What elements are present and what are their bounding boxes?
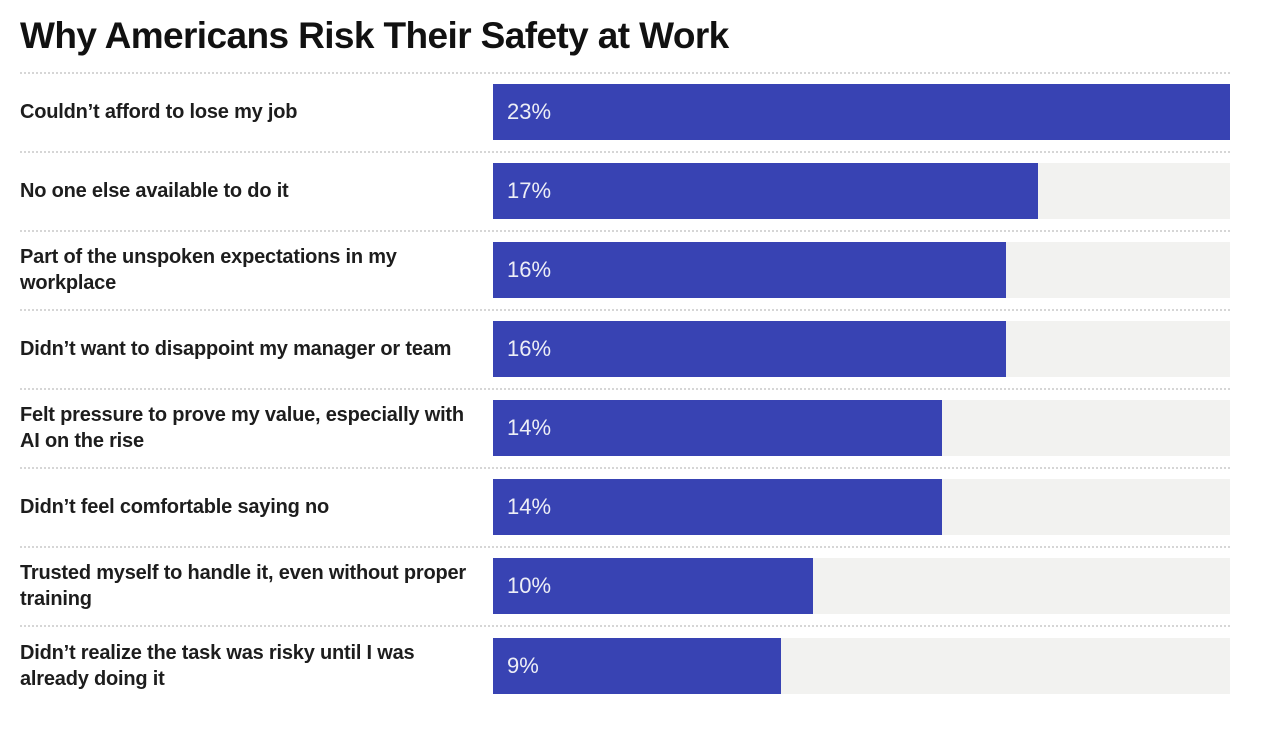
- chart-row: Didn’t realize the task was risky until …: [20, 627, 1230, 706]
- value-label: 16%: [507, 336, 552, 362]
- bar-track: 16%: [493, 242, 1230, 299]
- bar: 9%: [493, 638, 782, 695]
- bar: 16%: [493, 321, 1006, 378]
- category-label: Didn’t feel comfortable saying no: [20, 496, 329, 519]
- chart-row: Couldn’t afford to lose my job 23%: [20, 74, 1230, 153]
- bar-track: 17%: [493, 163, 1230, 220]
- chart-row: No one else available to do it 17%: [20, 153, 1230, 232]
- bar: 14%: [493, 479, 942, 536]
- value-label: 14%: [507, 415, 552, 441]
- bar: 10%: [493, 558, 814, 615]
- category-label: Didn’t realize the task was risky until …: [20, 642, 415, 691]
- bar: 23%: [493, 84, 1230, 141]
- chart-row: Trusted myself to handle it, even withou…: [20, 548, 1230, 627]
- category-label: Couldn’t afford to lose my job: [20, 101, 298, 124]
- bar: 14%: [493, 400, 942, 457]
- chart-row: Part of the unspoken expectations in my …: [20, 232, 1230, 311]
- value-label: 16%: [507, 257, 552, 283]
- chart-page: Why Americans Risk Their Safety at Work …: [20, 15, 1230, 706]
- category-label: Part of the unspoken expectations in my …: [20, 246, 397, 295]
- value-label: 17%: [507, 178, 552, 204]
- bar-track: 10%: [493, 558, 1230, 615]
- bar: 17%: [493, 163, 1038, 220]
- category-label: Didn’t want to disappoint my manager or …: [20, 338, 452, 361]
- bar-track: 16%: [493, 321, 1230, 378]
- bar-chart: Couldn’t afford to lose my job 23% No on…: [20, 71, 1230, 706]
- chart-title: Why Americans Risk Their Safety at Work: [20, 15, 729, 56]
- value-label: 23%: [507, 99, 552, 125]
- bar: 16%: [493, 242, 1006, 299]
- chart-row: Felt pressure to prove my value, especia…: [20, 390, 1230, 469]
- bar-track: 14%: [493, 400, 1230, 457]
- chart-row: Didn’t want to disappoint my manager or …: [20, 311, 1230, 390]
- category-label: No one else available to do it: [20, 180, 289, 203]
- category-label: Felt pressure to prove my value, especia…: [20, 404, 464, 453]
- bar-track: 23%: [493, 84, 1230, 141]
- bar-track: 9%: [493, 638, 1230, 695]
- value-label: 14%: [507, 494, 552, 520]
- category-label: Trusted myself to handle it, even withou…: [20, 562, 467, 611]
- value-label: 9%: [507, 653, 539, 679]
- chart-row: Didn’t feel comfortable saying no 14%: [20, 469, 1230, 548]
- value-label: 10%: [507, 573, 552, 599]
- bar-track: 14%: [493, 479, 1230, 536]
